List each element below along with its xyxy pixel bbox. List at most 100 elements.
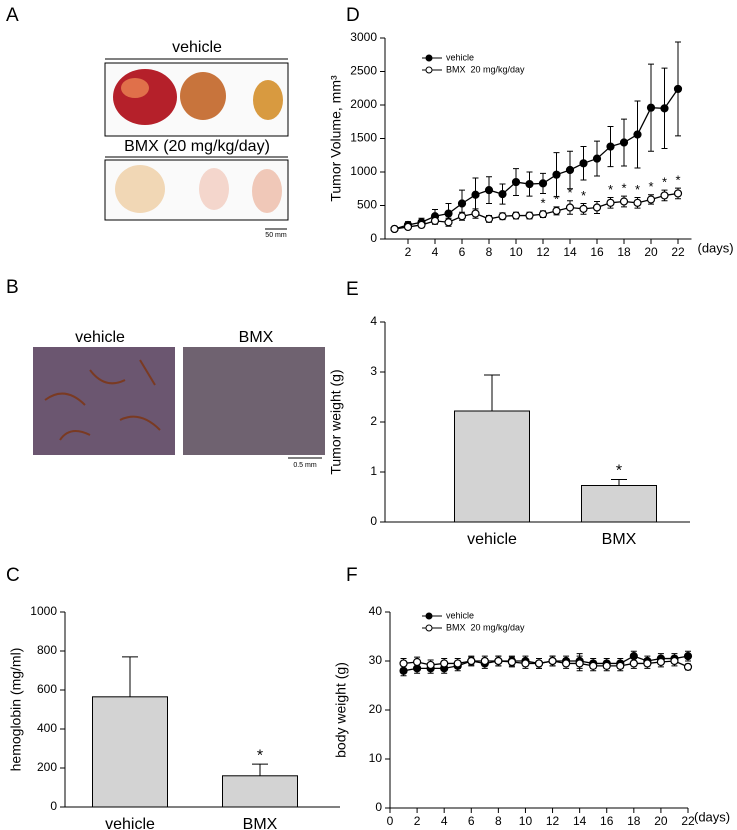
point	[498, 190, 507, 199]
tumor	[199, 168, 229, 210]
significance: *	[675, 173, 680, 188]
significance: *	[616, 463, 622, 480]
legend-label: vehicle	[446, 52, 474, 62]
tumor	[253, 80, 283, 120]
y-tick-label: 400	[37, 721, 57, 735]
error-bar	[611, 479, 627, 486]
bar	[222, 775, 298, 808]
y-axis-label: body weight (g)	[333, 662, 349, 758]
bar	[92, 696, 168, 808]
photo-label: vehicle	[75, 329, 125, 346]
point	[673, 84, 683, 94]
y-tick-label: 1	[370, 464, 377, 478]
x-tick-label: 10	[509, 245, 523, 259]
x-tick-label: BMX	[243, 816, 278, 830]
point	[592, 154, 602, 163]
panel-label: D	[346, 5, 360, 26]
y-tick-label: 200	[37, 760, 57, 774]
tumor	[115, 165, 165, 213]
point	[507, 657, 517, 667]
point	[589, 661, 598, 671]
point	[457, 199, 467, 208]
x-tick-label: 22	[681, 814, 695, 828]
point	[494, 656, 503, 666]
point	[673, 189, 683, 198]
y-axis-label: Tumor Volume, mm³	[328, 75, 344, 202]
point	[643, 659, 652, 668]
panel-label: C	[6, 565, 20, 586]
significance: *	[608, 182, 613, 197]
significance: *	[662, 175, 667, 190]
significance: *	[554, 191, 559, 206]
legend-marker	[425, 624, 433, 632]
x-tick-label: 16	[600, 814, 614, 828]
point	[619, 138, 629, 147]
point	[467, 656, 476, 666]
y-tick-label: 2000	[350, 97, 377, 111]
point	[525, 211, 534, 220]
y-axis-label: hemoglobin (mg/ml)	[8, 648, 24, 772]
x-tick-label: 22	[671, 245, 685, 259]
point	[444, 209, 453, 218]
point	[525, 179, 534, 189]
photo	[33, 347, 175, 455]
scale-label: 0.5 mm	[293, 462, 317, 469]
point	[399, 659, 408, 668]
y-axis-label: Tumor weight (g)	[328, 369, 344, 474]
bar	[581, 485, 657, 523]
y-tick-label: 4	[370, 314, 377, 328]
x-tick-label: 14	[573, 814, 587, 828]
error-bar	[484, 374, 500, 411]
scale-label: 50 mm	[265, 232, 287, 239]
point	[457, 212, 467, 221]
x-tick-label: 0	[387, 814, 394, 828]
y-tick-label: 2500	[350, 64, 377, 78]
x-tick-label: 16	[590, 245, 604, 259]
y-tick-label: 3	[370, 364, 377, 378]
y-tick-label: 1500	[350, 131, 377, 145]
photo	[183, 347, 325, 455]
y-tick-label: 10	[369, 751, 383, 765]
series-line	[394, 88, 679, 230]
legend-marker	[425, 54, 433, 62]
y-tick-label: 2	[370, 414, 377, 428]
point	[579, 159, 588, 168]
legend-marker	[425, 612, 433, 620]
x-tick-label: 18	[627, 814, 641, 828]
point	[670, 656, 679, 666]
point	[616, 661, 625, 671]
point	[633, 198, 642, 207]
x-tick-label: 4	[432, 245, 439, 259]
point	[471, 209, 480, 218]
point	[426, 660, 435, 670]
point	[646, 103, 656, 112]
series-line	[403, 660, 689, 668]
significance: *	[621, 181, 626, 196]
point	[390, 224, 399, 234]
point	[534, 659, 544, 668]
panel-label: A	[6, 5, 19, 26]
bar	[454, 410, 530, 523]
point	[561, 659, 571, 668]
photo-label: BMX (20 mg/kg/day)	[124, 138, 270, 155]
point	[656, 657, 666, 667]
point	[453, 659, 462, 668]
x-tick-label: 12	[536, 245, 550, 259]
series-line	[394, 192, 679, 230]
x-tick-label: vehicle	[105, 816, 155, 830]
x-tick-label: 2	[414, 814, 421, 828]
point	[660, 191, 669, 200]
point	[660, 104, 669, 113]
point	[412, 657, 422, 667]
point	[471, 190, 480, 199]
legend-label: BMX 20 mg/kg/day	[446, 622, 525, 632]
point	[538, 210, 548, 219]
x-tick-label: vehicle	[467, 531, 517, 548]
point	[480, 656, 489, 666]
point	[606, 142, 615, 151]
x-tick-label: 6	[459, 245, 466, 259]
point	[511, 211, 521, 220]
x-tick-label: BMX	[602, 531, 637, 548]
error-bar	[252, 763, 268, 776]
